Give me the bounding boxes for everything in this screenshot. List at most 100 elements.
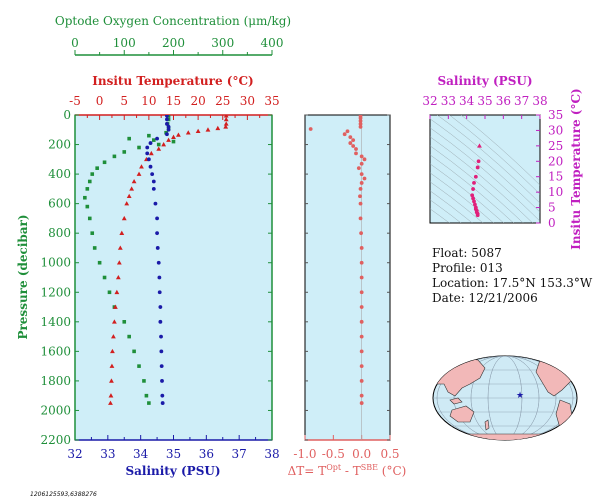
- salinity-point-27: [160, 379, 164, 383]
- ts-point-2: [475, 165, 480, 170]
- delta-t-point-30: [359, 305, 364, 309]
- delta-t-point-13: [354, 151, 358, 156]
- salinity-point-0: [165, 115, 169, 118]
- ts-point-7: [471, 196, 475, 201]
- profile-series: [83, 115, 229, 405]
- temperature-point-19: [126, 193, 132, 199]
- oxygen-point-27: [122, 320, 127, 324]
- info-float: Float: 5087: [432, 246, 502, 260]
- salinity-point-15: [153, 201, 158, 206]
- salinity-point-16: [155, 216, 159, 221]
- ts-series: [470, 143, 482, 218]
- temperature-point-12: [156, 146, 162, 151]
- temperature-point-5: [205, 127, 211, 132]
- oxygen-point-14: [95, 166, 99, 170]
- ts-point-3: [473, 174, 478, 179]
- delta-t-label-part1: ΔT= T: [288, 464, 327, 478]
- delta-t-point-25: [359, 231, 363, 236]
- oxygen-point-19: [85, 204, 90, 209]
- delta-t-point-21: [358, 186, 363, 191]
- ts-contour-2: [436, 115, 540, 204]
- salinity-point-21: [157, 290, 162, 295]
- oxygen-point-24: [102, 275, 107, 280]
- land-indonesia: [449, 397, 463, 405]
- temperature-point-0: [223, 115, 229, 118]
- delta-t-tick-label-3: 0.5: [380, 447, 399, 461]
- ts-point-5: [471, 187, 475, 191]
- delta-t-point-10: [348, 141, 353, 145]
- footer-id: 1206125593,6388276: [30, 491, 97, 498]
- temperature-point-32: [109, 378, 114, 383]
- ts-contour-9: [430, 172, 494, 223]
- ts-contour-0: [460, 115, 540, 186]
- pressure-tick-label-6: 1200: [40, 285, 71, 299]
- ts-contour-5: [430, 136, 534, 223]
- delta-t-point-11: [351, 144, 356, 148]
- map-meridian-5: [487, 356, 523, 440]
- ts-contour-3: [430, 118, 540, 213]
- ts-point-4: [472, 180, 476, 185]
- delta-t-label-part2: - T: [341, 464, 361, 478]
- delta-t-point-3: [358, 121, 363, 126]
- delta-t-axis: -1.0 -0.5 0.0 0.5: [293, 114, 400, 461]
- ts-xtick-label-5: 37: [514, 94, 529, 108]
- delta-t-point-36: [359, 393, 364, 398]
- salinity-point-1: [165, 117, 169, 122]
- salinity-tick-label-5: 37: [232, 447, 247, 461]
- temperature-point-10: [166, 137, 171, 142]
- ts-xtick-label-3: 35: [477, 94, 492, 108]
- salinity-point-17: [155, 231, 159, 236]
- salinity-point-24: [159, 334, 163, 339]
- oxygen-point-18: [83, 195, 87, 200]
- ts-point-9: [473, 202, 477, 207]
- temperature-point-26: [114, 289, 120, 295]
- ts-xtick-label-4: 36: [496, 94, 511, 108]
- temperature-point-8: [176, 132, 181, 137]
- temperature-axis-label: Insitu Temperature (°C): [92, 74, 253, 88]
- temperature-point-9: [171, 134, 176, 139]
- delta-t-panel: -1.0 -0.5 0.0 0.5 ΔT= TOpt - TSBE (°C): [288, 114, 406, 478]
- temperature-tick-label-5: 20: [190, 94, 205, 108]
- temperature-point-17: [131, 178, 137, 184]
- ts-ytick-label-5: 25: [548, 139, 563, 153]
- temperature-point-30: [110, 348, 115, 354]
- salinity-point-22: [158, 305, 163, 309]
- delta-t-point-6: [345, 129, 350, 134]
- delta-t-point-1: [358, 116, 363, 120]
- delta-t-point-29: [359, 290, 364, 295]
- delta-t-point-26: [359, 246, 364, 250]
- delta-t-point-24: [358, 216, 363, 221]
- oxygen-tick-label-0: 0: [71, 36, 79, 50]
- temperature-point-31: [109, 363, 115, 368]
- delta-t-point-17: [356, 166, 361, 171]
- salinity-point-4: [166, 127, 171, 132]
- delta-t-point-9: [351, 138, 356, 143]
- temperature-tick-label-0: -5: [69, 94, 81, 108]
- oxygen-point-29: [132, 349, 136, 354]
- salinity-point-8: [145, 145, 150, 150]
- temperature-point-7: [185, 130, 191, 135]
- delta-t-label-part3: (°C): [378, 464, 406, 478]
- salinity-point-11: [148, 164, 153, 169]
- land-australia: [449, 405, 475, 423]
- temperature-point-13: [148, 150, 154, 156]
- delta-t-tick-label-0: -1.0: [293, 447, 316, 461]
- delta-t-point-15: [362, 157, 367, 162]
- salinity-point-20: [157, 275, 162, 280]
- salinity-point-19: [156, 260, 161, 265]
- delta-t-point-23: [358, 201, 363, 206]
- pressure-tick-label-9: 1800: [40, 374, 71, 388]
- map-meridian-6: [470, 356, 540, 440]
- ts-density-contours: [430, 115, 540, 223]
- oxygen-point-7: [152, 138, 156, 142]
- oxygen-point-8: [171, 139, 176, 144]
- delta-t-point-4: [358, 124, 363, 129]
- delta-t-point-16: [359, 161, 364, 166]
- world-map: ★: [432, 355, 578, 441]
- ts-contour-4: [430, 127, 540, 222]
- salinity-point-25: [159, 349, 164, 354]
- ts-ytick-label-6: 30: [548, 123, 563, 137]
- delta-t-point-35: [359, 379, 364, 383]
- oxygen-tick-label-1: 100: [113, 36, 136, 50]
